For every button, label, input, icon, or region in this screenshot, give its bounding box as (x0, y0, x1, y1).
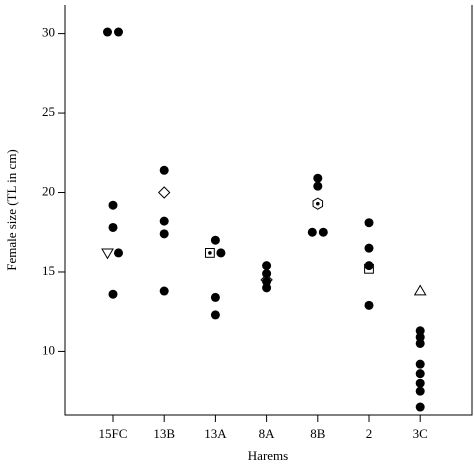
mean-marker-part (413, 284, 427, 296)
dot (364, 218, 374, 228)
x-tick-label: 13A (204, 426, 227, 441)
x-tick-label: 2 (366, 426, 373, 441)
dot (262, 277, 272, 287)
dot (210, 310, 220, 320)
mean-marker-part (101, 248, 114, 260)
x-tick-label: 3C (413, 426, 428, 441)
dot (318, 227, 328, 237)
dot (313, 173, 323, 183)
y-tick-label: 30 (42, 25, 55, 40)
y-tick-label: 15 (42, 263, 55, 278)
dot (364, 243, 374, 253)
dot (114, 27, 123, 37)
mean-marker (413, 284, 427, 296)
dot (108, 200, 118, 210)
dot (108, 289, 118, 299)
dot (262, 261, 272, 271)
dot (307, 227, 317, 237)
axis-frame (64, 5, 473, 416)
mean-marker-part (316, 201, 320, 206)
dot (159, 216, 169, 226)
y-axis-label: Female size (TL in cm) (4, 149, 19, 271)
dot (415, 402, 425, 412)
dot (210, 235, 220, 245)
y-tick-label: 10 (42, 342, 55, 357)
dot (415, 369, 425, 379)
x-tick-label: 13B (153, 426, 175, 441)
dot (262, 283, 272, 293)
dot (216, 248, 226, 258)
dot (415, 338, 425, 348)
dot (114, 248, 123, 258)
dot (103, 27, 112, 37)
dot (108, 222, 118, 232)
mean-marker (312, 197, 324, 210)
mean-marker (205, 248, 215, 258)
mean-marker-part (157, 186, 171, 199)
dot (364, 300, 374, 310)
dot (415, 359, 425, 369)
x-tick-label: 15FC (99, 426, 128, 441)
dot (364, 261, 374, 271)
x-tick-label: 8B (310, 426, 326, 441)
mean-marker (101, 248, 114, 260)
dot (262, 269, 272, 279)
dot (159, 165, 169, 175)
mean-marker-part (312, 197, 324, 210)
x-axis-label: Harems (248, 448, 288, 463)
dot (415, 386, 425, 396)
dot (415, 332, 425, 342)
y-tick-label: 25 (42, 104, 55, 119)
dot (159, 286, 169, 296)
y-tick-label: 20 (42, 184, 55, 199)
dot (159, 229, 169, 239)
dot (415, 378, 425, 388)
x-tick-label: 8A (259, 426, 276, 441)
dot (210, 292, 220, 302)
mean-marker-part (205, 248, 215, 258)
mean-marker (157, 186, 171, 199)
dot (313, 181, 323, 191)
dot (415, 326, 425, 336)
mean-marker-part (208, 251, 212, 255)
